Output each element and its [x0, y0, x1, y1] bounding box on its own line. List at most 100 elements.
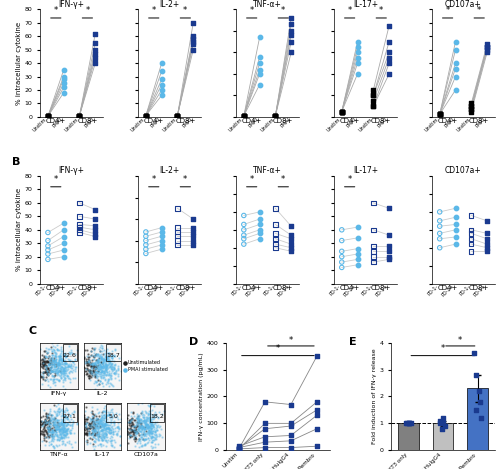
Point — [102, 425, 110, 432]
Title: CD107a+: CD107a+ — [445, 0, 482, 8]
Point — [41, 354, 49, 362]
Point — [54, 366, 62, 373]
Point — [174, 233, 182, 240]
Point — [133, 439, 141, 446]
Point — [144, 429, 152, 436]
Point — [61, 426, 69, 433]
Bar — [106, 404, 120, 422]
Point — [96, 417, 104, 425]
Point — [81, 416, 89, 423]
Point — [134, 419, 142, 427]
Point — [66, 411, 74, 419]
Point — [83, 365, 91, 373]
Point — [86, 361, 94, 368]
Point — [92, 50, 100, 58]
Point — [88, 418, 96, 426]
Point — [91, 360, 99, 368]
Point — [147, 416, 155, 423]
Point — [92, 361, 100, 368]
Point — [272, 244, 280, 251]
Point — [44, 431, 52, 439]
Point — [98, 369, 106, 376]
Point — [476, 398, 484, 406]
Point — [126, 425, 134, 433]
Point — [94, 408, 102, 416]
Point — [136, 419, 144, 426]
Point — [68, 369, 76, 376]
Point — [38, 438, 46, 445]
Point — [483, 41, 491, 48]
Point — [56, 367, 64, 375]
Point — [92, 39, 100, 47]
Point — [90, 420, 98, 428]
Text: *: * — [54, 174, 58, 183]
Point — [102, 363, 110, 371]
Point — [107, 374, 115, 381]
Point — [110, 419, 118, 427]
Point — [96, 372, 104, 380]
Text: *: * — [281, 6, 285, 15]
Point — [85, 366, 93, 374]
Point — [48, 418, 56, 425]
Point — [66, 428, 74, 435]
Point — [452, 213, 460, 221]
Point — [59, 368, 67, 375]
Point — [134, 421, 141, 428]
Point — [43, 428, 51, 435]
Point — [59, 356, 67, 364]
Point — [30, 371, 38, 378]
Point — [95, 424, 103, 431]
Point — [147, 424, 155, 431]
Point — [44, 410, 52, 418]
Point — [73, 423, 81, 430]
Point — [90, 427, 98, 434]
Point — [338, 108, 346, 115]
Point — [48, 435, 56, 443]
Point — [53, 360, 61, 368]
Point — [52, 419, 60, 426]
Point — [140, 419, 148, 426]
Point — [338, 108, 346, 115]
Point — [106, 429, 114, 437]
Point — [98, 426, 106, 433]
Point — [43, 367, 51, 374]
Point — [64, 424, 72, 431]
Point — [86, 368, 94, 376]
Point — [148, 424, 156, 432]
Point — [97, 369, 105, 376]
Point — [74, 430, 82, 438]
Point — [104, 424, 112, 432]
Point — [46, 375, 54, 382]
Point — [44, 415, 52, 422]
Point — [90, 425, 98, 432]
Point — [53, 416, 61, 424]
Point — [56, 352, 64, 360]
Point — [85, 361, 93, 368]
Point — [28, 432, 36, 439]
Point — [385, 248, 393, 255]
Point — [138, 426, 145, 434]
Point — [42, 365, 50, 372]
Point — [105, 410, 113, 417]
Point — [40, 348, 48, 355]
Point — [48, 367, 56, 375]
Point — [146, 423, 154, 430]
Point — [128, 426, 136, 434]
Text: 22.6: 22.6 — [63, 353, 77, 358]
Point — [47, 359, 55, 366]
Point — [154, 422, 162, 429]
Point — [54, 405, 62, 413]
Point — [128, 432, 136, 440]
Point — [287, 222, 295, 230]
Point — [41, 416, 49, 424]
Point — [136, 436, 143, 444]
Point — [70, 439, 78, 446]
Point — [87, 373, 95, 381]
Point — [94, 432, 102, 440]
Point — [92, 226, 100, 234]
Point — [104, 424, 112, 431]
Point — [106, 441, 114, 448]
Point — [104, 356, 112, 363]
Point — [42, 357, 50, 364]
Point — [90, 344, 98, 352]
